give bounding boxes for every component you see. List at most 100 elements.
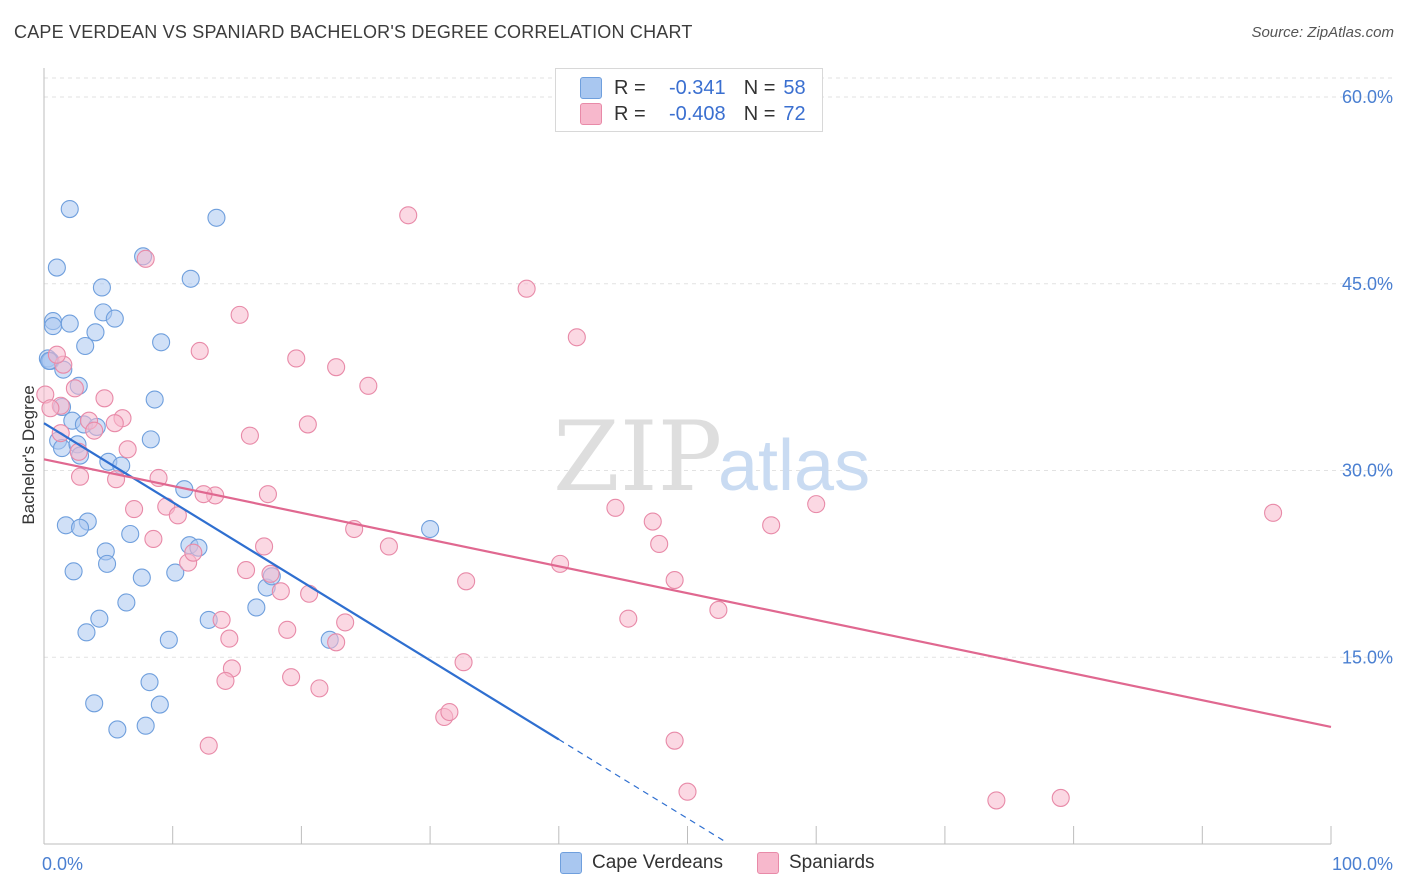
data-point bbox=[60, 314, 79, 333]
data-point bbox=[105, 414, 124, 433]
data-point bbox=[77, 623, 96, 642]
data-point bbox=[399, 206, 418, 225]
data-point bbox=[643, 512, 662, 531]
watermark-atlas: atlas bbox=[718, 426, 870, 506]
data-point bbox=[150, 695, 169, 714]
data-point bbox=[184, 543, 203, 562]
data-point bbox=[52, 439, 72, 458]
data-point bbox=[64, 562, 83, 581]
watermark-zip: ZIP bbox=[553, 401, 722, 513]
tick-labels: 15.0% 30.0% 45.0% 60.0% 0.0% 100.0% bbox=[42, 87, 1393, 874]
data-point bbox=[216, 671, 235, 690]
data-point bbox=[121, 524, 140, 544]
legend-n-value: 72 bbox=[783, 102, 806, 125]
data-point bbox=[132, 568, 151, 587]
data-point bbox=[212, 610, 231, 629]
trend-lines bbox=[43, 422, 1332, 843]
axes bbox=[43, 68, 1332, 845]
data-point bbox=[421, 519, 440, 539]
data-point bbox=[457, 572, 476, 591]
legend-row-cape-verdeans: R = -0.341 N = 58 bbox=[580, 75, 806, 101]
data-point bbox=[166, 563, 185, 582]
data-point bbox=[47, 345, 66, 364]
legend-n-label: N = bbox=[743, 76, 776, 99]
series-spaniards bbox=[36, 206, 1283, 810]
x-tick-label: 100.0% bbox=[1332, 854, 1393, 874]
data-point bbox=[85, 694, 104, 713]
data-point bbox=[230, 305, 249, 324]
series-cape-verdeans bbox=[38, 200, 440, 739]
trend-line bbox=[43, 458, 1332, 729]
data-point bbox=[300, 584, 319, 603]
data-point bbox=[287, 349, 306, 368]
data-point bbox=[144, 529, 163, 549]
data-point bbox=[117, 593, 136, 612]
legend-swatch-pink bbox=[580, 103, 602, 125]
data-point bbox=[95, 389, 114, 408]
data-point bbox=[1264, 503, 1283, 522]
data-point bbox=[379, 537, 398, 556]
data-point bbox=[43, 317, 63, 336]
data-point bbox=[92, 278, 111, 297]
data-point bbox=[665, 571, 684, 590]
data-point bbox=[567, 328, 586, 347]
data-point bbox=[118, 440, 137, 459]
data-point bbox=[327, 358, 346, 377]
data-point bbox=[105, 309, 124, 328]
y-tick-label: 60.0% bbox=[1342, 87, 1393, 107]
data-point bbox=[98, 554, 117, 573]
data-point bbox=[65, 379, 84, 398]
data-point bbox=[327, 633, 346, 652]
data-point bbox=[247, 598, 266, 617]
data-point bbox=[517, 279, 536, 298]
legend-r-label: R = bbox=[614, 76, 646, 99]
data-point bbox=[298, 415, 317, 434]
x-tick-label: 0.0% bbox=[42, 854, 83, 874]
data-point bbox=[159, 630, 178, 649]
data-point bbox=[190, 341, 209, 361]
data-point bbox=[41, 399, 60, 418]
data-point bbox=[606, 498, 625, 517]
data-point bbox=[665, 731, 684, 750]
data-point bbox=[90, 609, 109, 628]
trend-line bbox=[43, 422, 560, 741]
data-point bbox=[152, 333, 171, 352]
data-point bbox=[85, 421, 104, 440]
bottom-legend-label: Spaniards bbox=[789, 852, 875, 873]
bottom-legend-label: Cape Verdeans bbox=[592, 852, 723, 873]
data-point bbox=[440, 702, 459, 722]
data-point bbox=[261, 564, 280, 583]
legend-n-label: N = bbox=[743, 102, 776, 125]
data-point bbox=[278, 620, 297, 639]
bottom-legend-cape-verdeans: Cape Verdeans bbox=[560, 852, 723, 874]
legend-n-value: 58 bbox=[783, 76, 806, 99]
legend-r-label: R = bbox=[614, 102, 646, 125]
data-point bbox=[141, 430, 160, 449]
correlation-legend: R = -0.341 N = 58 R = -0.408 N = 72 bbox=[555, 68, 823, 132]
data-point bbox=[145, 390, 164, 409]
data-point bbox=[650, 534, 669, 554]
data-point bbox=[207, 208, 226, 227]
data-point bbox=[282, 668, 301, 687]
legend-r-value: -0.408 bbox=[668, 102, 726, 125]
data-point bbox=[240, 426, 259, 445]
data-point bbox=[1051, 788, 1070, 807]
data-point bbox=[310, 679, 329, 698]
data-point bbox=[255, 537, 274, 556]
data-point bbox=[140, 673, 159, 692]
data-point bbox=[237, 561, 256, 580]
y-axis-title: Bachelor's Degree bbox=[19, 385, 38, 524]
data-point bbox=[125, 500, 144, 519]
y-tick-label: 30.0% bbox=[1342, 461, 1393, 481]
data-point bbox=[136, 716, 155, 735]
data-point bbox=[619, 609, 638, 628]
data-point bbox=[359, 376, 378, 395]
bottom-legend-swatch-blue bbox=[560, 852, 582, 874]
data-point bbox=[76, 336, 95, 356]
y-tick-label: 45.0% bbox=[1342, 274, 1393, 294]
bottom-legend-swatch-pink bbox=[757, 852, 779, 874]
trend-line-extension bbox=[558, 738, 727, 843]
data-point bbox=[70, 518, 90, 537]
data-point bbox=[336, 613, 355, 632]
data-point bbox=[551, 554, 570, 573]
